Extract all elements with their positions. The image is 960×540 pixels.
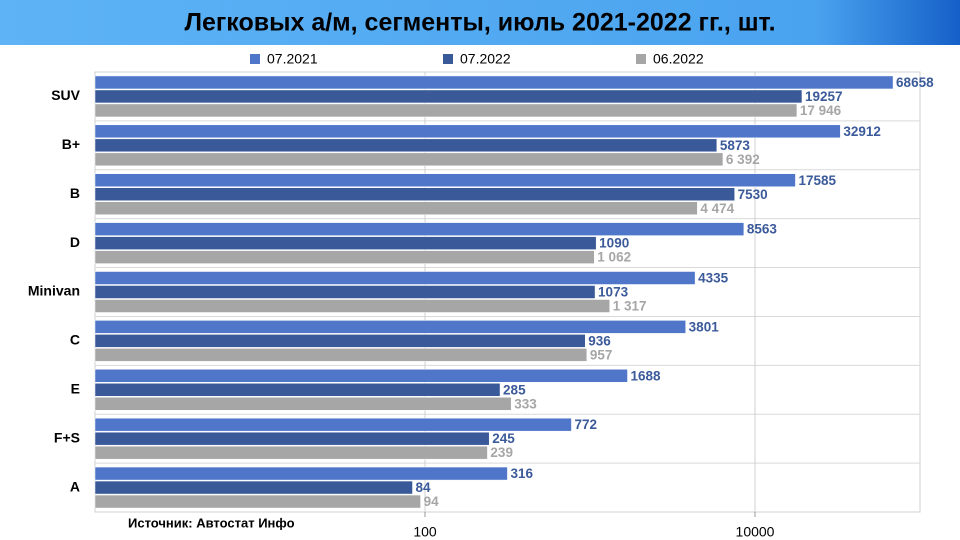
legend-swatch <box>250 54 260 64</box>
y-tick-label: E <box>71 380 80 396</box>
data-label: 5873 <box>720 138 751 153</box>
y-tick-label: SUV <box>51 87 80 103</box>
y-tick-label: D <box>70 234 80 250</box>
bar <box>94 348 588 362</box>
bar <box>94 494 421 509</box>
bar <box>94 103 798 118</box>
y-tick-label: B <box>70 185 80 201</box>
legend-swatch <box>636 54 646 64</box>
bar <box>94 383 501 397</box>
bar <box>94 173 796 187</box>
bar <box>94 124 841 139</box>
data-label: 772 <box>574 417 597 432</box>
bar <box>94 299 610 313</box>
y-tick-label: F+S <box>54 429 80 445</box>
title-banner <box>0 0 960 45</box>
data-label: 239 <box>490 445 513 460</box>
data-label: 316 <box>510 466 533 481</box>
bar <box>94 320 686 334</box>
data-label: 1 062 <box>597 250 631 265</box>
data-label: 1073 <box>598 285 629 300</box>
bar <box>94 89 803 104</box>
bar <box>94 152 724 167</box>
bar <box>94 397 512 411</box>
data-label: 245 <box>492 431 515 446</box>
bar <box>94 445 488 460</box>
bar <box>94 201 698 215</box>
bar <box>94 431 490 446</box>
bar <box>94 250 595 264</box>
data-label: 936 <box>588 333 611 348</box>
bar <box>94 187 735 201</box>
data-label: 68658 <box>896 75 934 90</box>
data-label: 84 <box>416 480 432 495</box>
bar <box>94 138 718 153</box>
data-label: 94 <box>424 494 440 509</box>
data-label: 4 474 <box>700 201 734 216</box>
y-tick-label: B+ <box>62 136 80 152</box>
x-tick-label: 10000 <box>736 524 775 540</box>
legend-label: 07.2022 <box>460 51 511 67</box>
bar <box>94 222 745 236</box>
bar <box>94 334 586 348</box>
y-tick-label: Minivan <box>28 283 80 299</box>
bar <box>94 236 597 250</box>
data-label: 8563 <box>747 222 778 237</box>
data-label: 7530 <box>738 187 768 202</box>
bar <box>94 466 508 481</box>
data-label: 17 946 <box>800 103 842 118</box>
data-label: 1090 <box>599 236 629 251</box>
data-label: 1 317 <box>613 299 647 314</box>
bar <box>94 480 413 495</box>
data-label: 1688 <box>631 368 662 383</box>
bar <box>94 417 572 432</box>
bar <box>94 285 596 299</box>
source-note: Источник: Автостат Инфо <box>128 515 295 530</box>
data-label: 19257 <box>805 89 843 104</box>
bar <box>94 271 696 285</box>
data-label: 6 392 <box>726 152 760 167</box>
chart-title: Легковых а/м, сегменты, июль 2021-2022 г… <box>184 9 775 37</box>
legend-swatch <box>443 54 453 64</box>
data-label: 32912 <box>843 124 881 139</box>
data-label: 333 <box>514 396 537 411</box>
bar <box>94 75 894 90</box>
data-label: 4335 <box>698 271 729 286</box>
legend-label: 06.2022 <box>653 51 704 67</box>
legend-label: 07.2021 <box>267 51 318 67</box>
data-label: 957 <box>590 347 613 362</box>
x-tick-label: 100 <box>413 524 437 540</box>
y-tick-label: C <box>70 332 80 348</box>
bar <box>94 369 628 383</box>
data-label: 285 <box>503 382 526 397</box>
y-tick-label: A <box>70 478 80 494</box>
data-label: 3801 <box>689 319 720 334</box>
data-label: 17585 <box>798 173 836 188</box>
